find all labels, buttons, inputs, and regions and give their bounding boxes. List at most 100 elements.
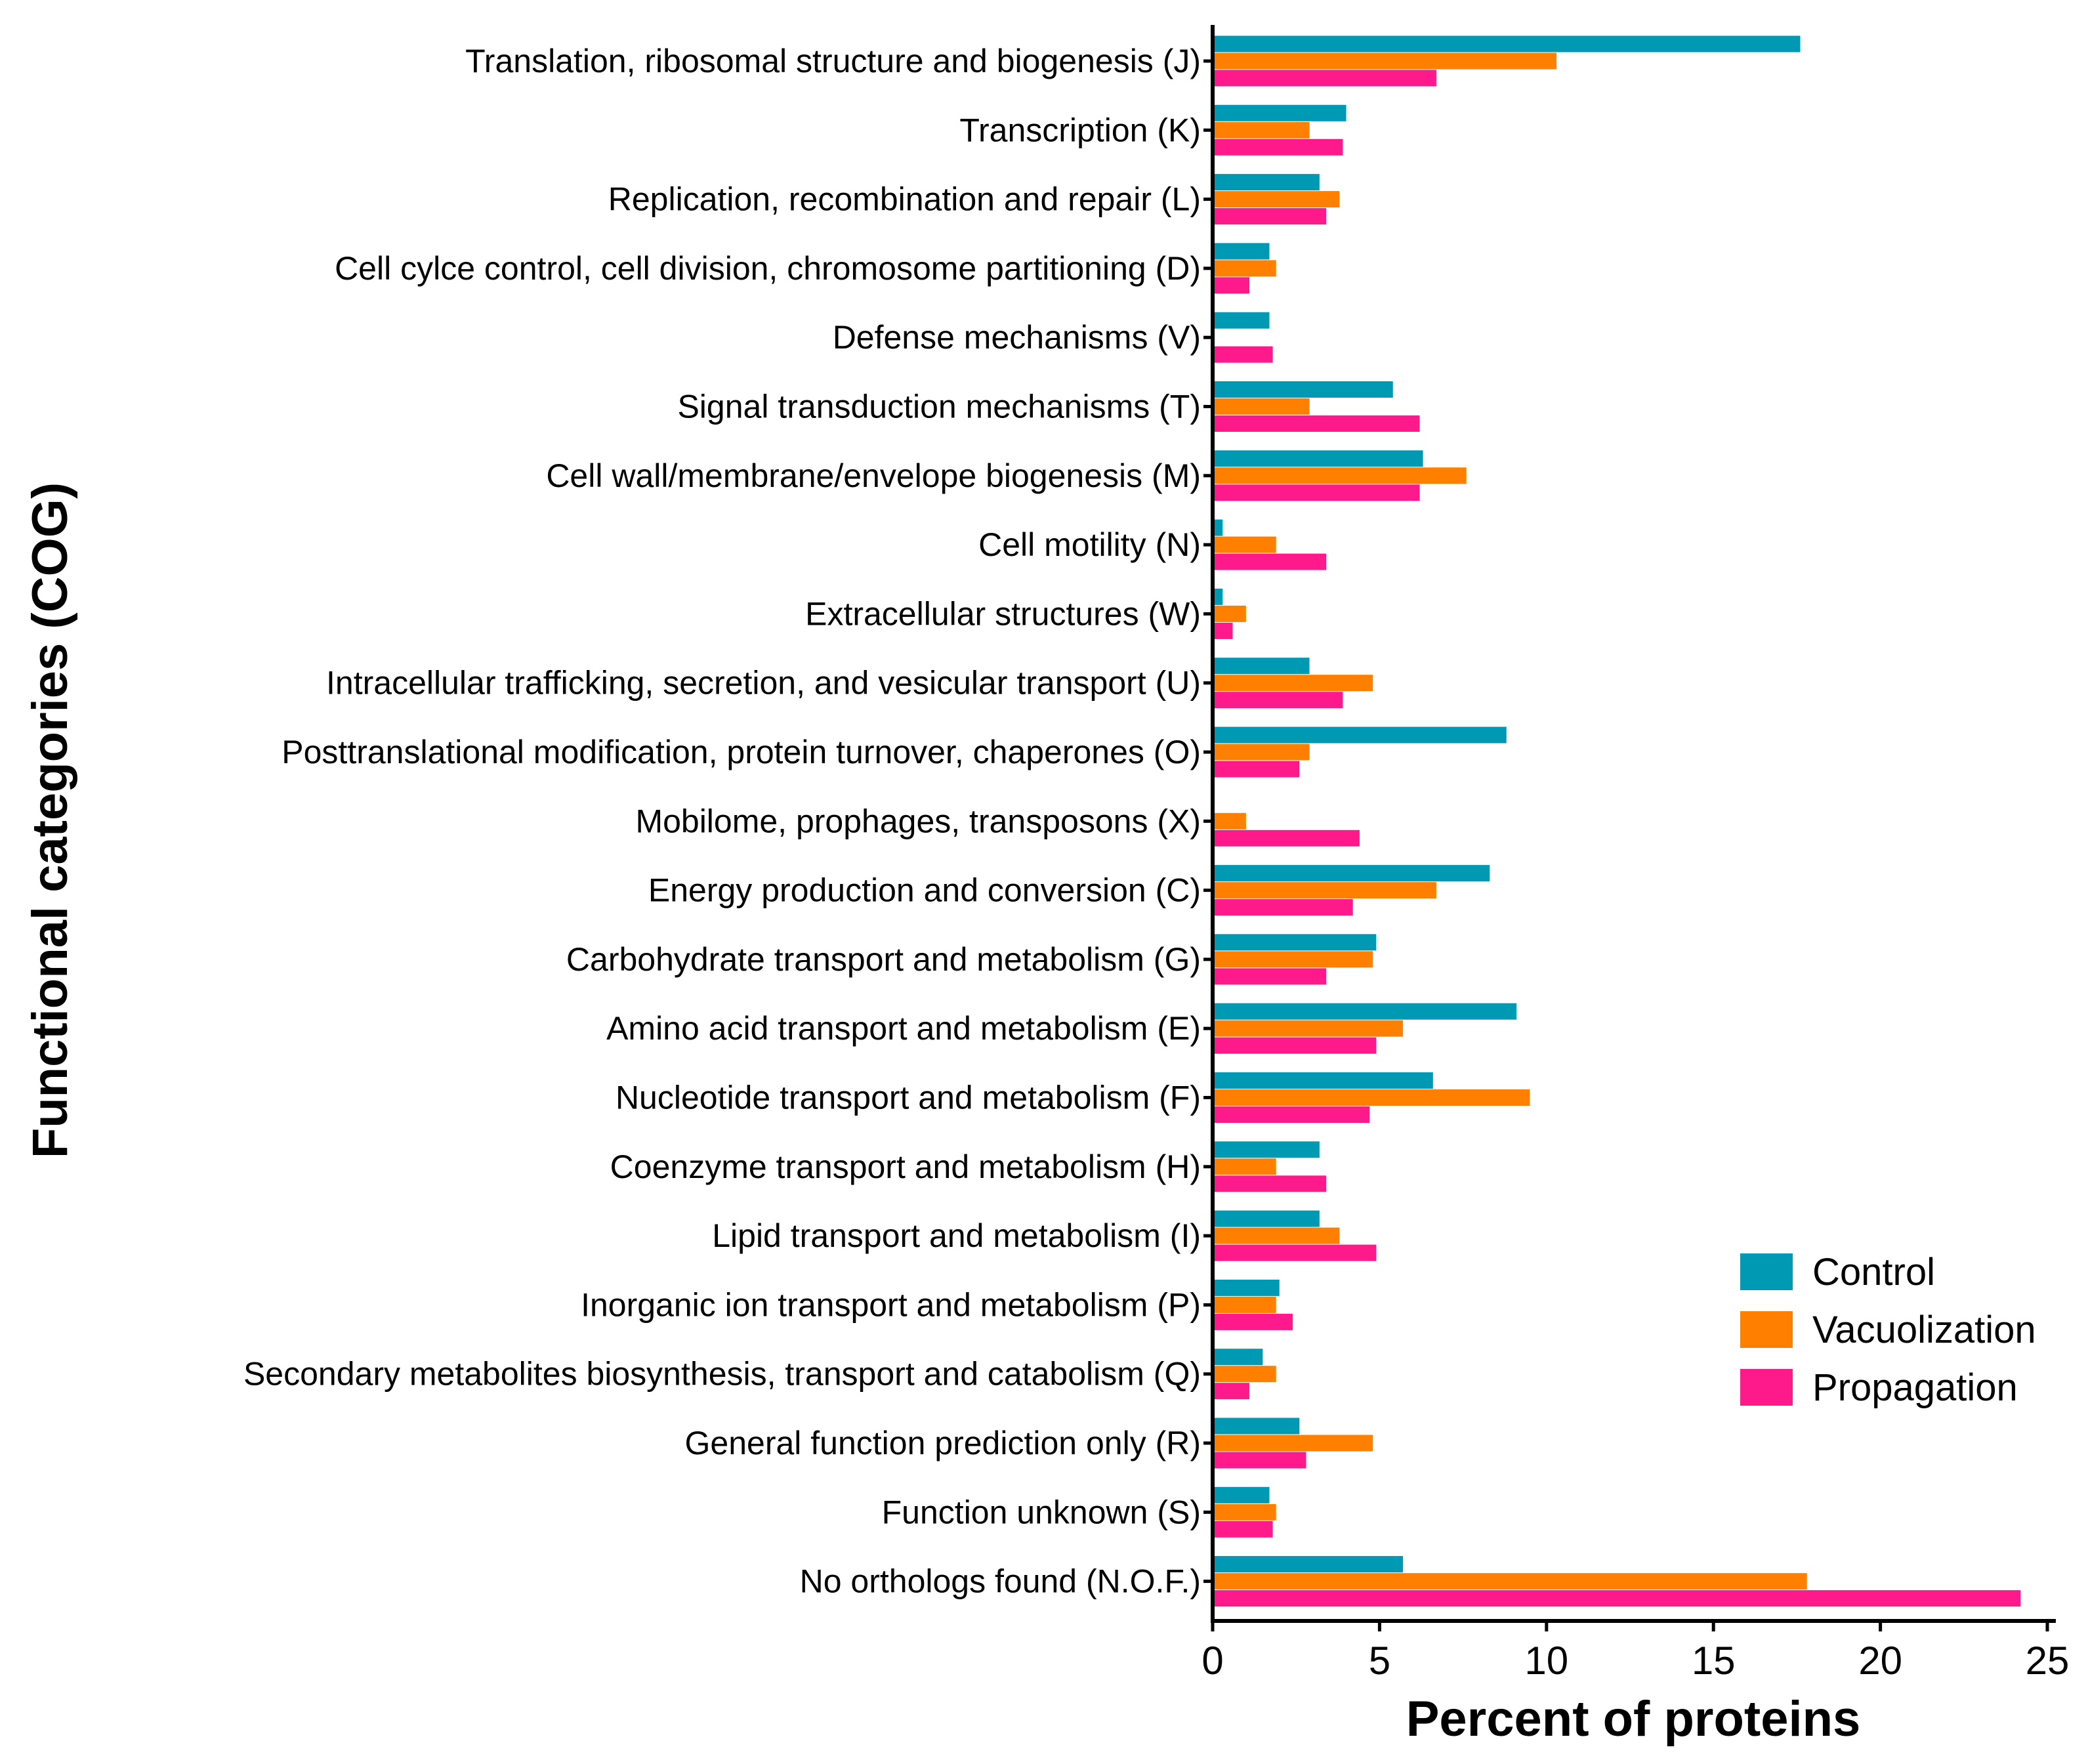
category-label: Inorganic ion transport and metabolism (…	[581, 1286, 1201, 1323]
category-label: Mobilome, prophages, transposons (X)	[635, 803, 1201, 839]
bar-propagation-1	[1213, 138, 1343, 156]
bar-vacuolization-21	[1213, 1503, 1276, 1521]
category-label: General function prediction only (R)	[685, 1425, 1201, 1461]
bar-vacuolization-15	[1213, 1089, 1530, 1106]
bar-control-0	[1213, 35, 1801, 52]
category-label: Defense mechanisms (V)	[833, 319, 1201, 356]
bar-control-4	[1213, 312, 1270, 329]
bar-propagation-0	[1213, 70, 1436, 87]
bar-control-21	[1213, 1486, 1270, 1503]
x-axis-title: Percent of proteins	[1406, 1691, 1861, 1747]
bar-control-3	[1213, 243, 1270, 260]
bar-propagation-15	[1213, 1106, 1370, 1123]
bar-control-2	[1213, 174, 1320, 191]
x-tick-label: 20	[1858, 1639, 1902, 1683]
bar-vacuolization-7	[1213, 536, 1276, 553]
bar-propagation-5	[1213, 415, 1420, 432]
bar-control-10	[1213, 726, 1507, 744]
category-label: Cell motility (N)	[978, 526, 1201, 563]
bar-control-8	[1213, 588, 1223, 605]
bar-vacuolization-14	[1213, 1020, 1404, 1037]
category-label: Coenzyme transport and metabolism (H)	[610, 1148, 1201, 1185]
x-axis-ticks: 0 5 10 15 20 25	[1201, 1621, 2069, 1683]
bar-propagation-20	[1213, 1452, 1306, 1469]
bar-control-9	[1213, 658, 1310, 675]
bar-propagation-6	[1213, 484, 1420, 501]
bar-control-12	[1213, 865, 1490, 882]
bar-control-18	[1213, 1279, 1280, 1296]
bar-propagation-19	[1213, 1383, 1249, 1400]
x-tick-label: 25	[2026, 1639, 2070, 1683]
bar-propagation-16	[1213, 1175, 1326, 1192]
category-label: Amino acid transport and metabolism (E)	[606, 1010, 1201, 1047]
category-label: Intracellular trafficking, secretion, an…	[326, 665, 1201, 702]
bar-control-20	[1213, 1418, 1300, 1435]
bar-propagation-17	[1213, 1244, 1377, 1261]
x-tick-label: 5	[1369, 1639, 1390, 1683]
bar-propagation-11	[1213, 830, 1360, 847]
category-label: Transcription (K)	[959, 112, 1201, 148]
legend-swatch-control	[1740, 1253, 1793, 1290]
bar-vacuolization-12	[1213, 882, 1436, 899]
bar-vacuolization-16	[1213, 1158, 1276, 1175]
bar-control-16	[1213, 1141, 1320, 1158]
x-tick-label: 0	[1201, 1639, 1223, 1683]
bar-propagation-3	[1213, 277, 1249, 294]
legend-label-control: Control	[1812, 1251, 1935, 1293]
bar-propagation-2	[1213, 208, 1326, 225]
bar-vacuolization-6	[1213, 467, 1467, 484]
legend-swatch-vacuolization	[1740, 1311, 1793, 1348]
bar-vacuolization-3	[1213, 260, 1276, 277]
bar-propagation-8	[1213, 622, 1233, 639]
bar-propagation-9	[1213, 692, 1343, 709]
bar-propagation-18	[1213, 1313, 1293, 1330]
y-axis-title: Functional categories (COG)	[22, 482, 78, 1158]
bar-propagation-7	[1213, 553, 1326, 570]
x-tick-label: 10	[1524, 1639, 1568, 1683]
bar-vacuolization-17	[1213, 1227, 1340, 1244]
bar-vacuolization-5	[1213, 398, 1310, 415]
bar-control-13	[1213, 934, 1377, 951]
bar-propagation-14	[1213, 1037, 1377, 1054]
bar-control-5	[1213, 381, 1393, 398]
bar-vacuolization-22	[1213, 1573, 1807, 1590]
bar-propagation-22	[1213, 1590, 2021, 1607]
bar-vacuolization-9	[1213, 675, 1373, 692]
bar-vacuolization-1	[1213, 121, 1310, 138]
category-label: Carbohydrate transport and metabolism (G…	[566, 941, 1201, 978]
x-tick-label: 15	[1692, 1639, 1736, 1683]
bar-vacuolization-0	[1213, 52, 1557, 70]
category-labels: Translation, ribosomal structure and bio…	[243, 43, 1213, 1600]
category-label: Function unknown (S)	[882, 1494, 1201, 1530]
bar-control-15	[1213, 1072, 1433, 1089]
bars-layer	[1213, 35, 2021, 1607]
bar-vacuolization-13	[1213, 951, 1373, 968]
legend: Control Vacuolization Propagation	[1740, 1251, 2036, 1409]
bar-propagation-21	[1213, 1521, 1273, 1538]
bar-propagation-10	[1213, 761, 1300, 778]
category-label: Secondary metabolites biosynthesis, tran…	[243, 1356, 1201, 1393]
bar-control-6	[1213, 450, 1423, 467]
bar-control-22	[1213, 1556, 1404, 1573]
legend-label-vacuolization: Vacuolization	[1812, 1309, 2036, 1351]
bar-propagation-13	[1213, 968, 1326, 985]
bar-vacuolization-2	[1213, 191, 1340, 208]
bar-control-14	[1213, 1003, 1517, 1020]
category-label: No orthologs found (N.O.F.)	[800, 1563, 1201, 1600]
bar-propagation-12	[1213, 899, 1353, 916]
bar-control-19	[1213, 1349, 1263, 1366]
bar-control-1	[1213, 104, 1347, 121]
category-label: Lipid transport and metabolism (I)	[712, 1217, 1201, 1254]
category-label: Cell cylce control, cell division, chrom…	[335, 250, 1201, 287]
bar-vacuolization-19	[1213, 1366, 1276, 1383]
bar-vacuolization-11	[1213, 812, 1246, 830]
legend-swatch-propagation	[1740, 1369, 1793, 1406]
bar-vacuolization-10	[1213, 744, 1310, 761]
legend-label-propagation: Propagation	[1812, 1366, 2018, 1409]
bar-vacuolization-8	[1213, 605, 1246, 622]
category-label: Signal transduction mechanisms (T)	[677, 388, 1201, 425]
category-label: Replication, recombination and repair (L…	[608, 181, 1201, 218]
category-label: Energy production and conversion (C)	[648, 872, 1201, 909]
category-label: Cell wall/membrane/envelope biogenesis (…	[546, 457, 1201, 494]
